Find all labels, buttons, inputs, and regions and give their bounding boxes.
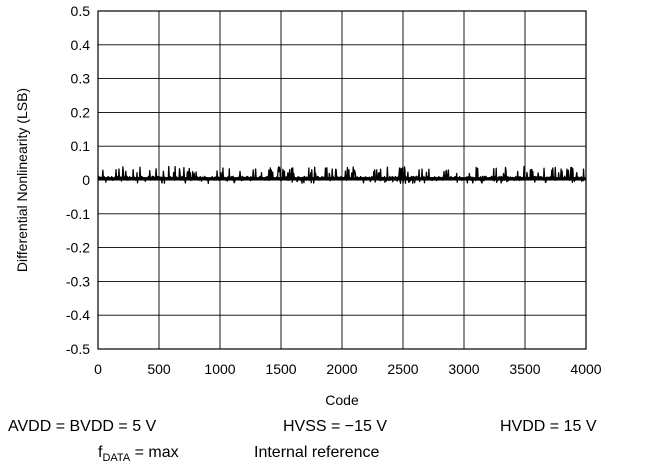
fdata-condition: fDATA = max [98, 444, 179, 464]
hvss-condition: HVSS = −15 V [283, 418, 388, 435]
y-tick-label: 0.2 [71, 104, 91, 120]
x-axis-title: Code [325, 392, 359, 408]
x-tick-label: 0 [94, 361, 102, 377]
y-tick-label: -0.3 [66, 273, 90, 289]
hvdd-condition: HVDD = 15 V [500, 418, 597, 435]
x-tick-label: 500 [147, 361, 171, 377]
x-tick-label: 3000 [448, 361, 479, 377]
plot-frame [97, 10, 587, 350]
y-tick-label: -0.4 [66, 307, 90, 323]
y-tick-label: 0.4 [71, 37, 91, 53]
y-tick-label: 0 [82, 172, 90, 188]
fdata-value: = max [130, 444, 179, 461]
supply-condition: AVDD = BVDD = 5 V [8, 418, 157, 435]
x-tick-labels: 0 500 1000 1500 2000 2500 3000 3500 4000 [94, 361, 602, 377]
reference-condition: Internal reference [254, 444, 380, 461]
x-tick-label: 2000 [326, 361, 357, 377]
x-tick-label: 1000 [204, 361, 235, 377]
y-tick-label: 0.5 [71, 3, 91, 19]
fdata-subscript: DATA [102, 452, 131, 464]
y-tick-label: -0.2 [66, 240, 90, 256]
x-tick-label: 4000 [570, 361, 601, 377]
y-tick-labels: 0.5 0.4 0.3 0.2 0.1 0 -0.1 -0.2 -0.3 -0.4 -0.5 [66, 3, 90, 357]
x-tick-label: 2500 [387, 361, 418, 377]
y-tick-label: 0.3 [71, 71, 91, 87]
x-tick-label: 1500 [265, 361, 296, 377]
x-tick-label: 3500 [509, 361, 540, 377]
y-axis-title: Differential Nonlinearity (LSB) [14, 88, 30, 272]
y-tick-label: 0.1 [71, 138, 91, 154]
chart-series [97, 165, 587, 184]
y-tick-label: -0.5 [66, 341, 90, 357]
fdata-symbol: f [98, 444, 103, 461]
y-tick-label: -0.1 [66, 206, 90, 222]
